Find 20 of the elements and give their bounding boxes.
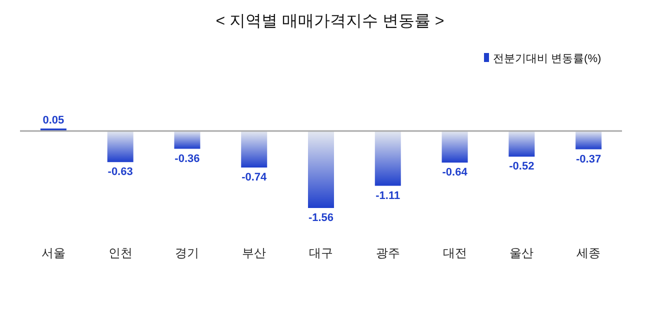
x-tick-label: 울산 <box>510 246 534 260</box>
x-tick-label: 광주 <box>376 246 400 260</box>
data-label: 0.05 <box>42 114 64 127</box>
data-label: -0.64 <box>442 166 468 179</box>
data-label: -0.37 <box>576 153 602 166</box>
x-tick-label: 인천 <box>108 246 132 260</box>
x-tick-label: 세종 <box>576 246 601 260</box>
data-label: -0.36 <box>174 152 200 165</box>
legend-label: 전분기대비 변동률(%) <box>493 53 602 65</box>
x-tick-label: 대전 <box>442 246 467 260</box>
x-tick-label: 부산 <box>242 246 266 260</box>
data-label: -0.74 <box>242 172 268 184</box>
data-label: -1.11 <box>376 190 400 202</box>
x-tick-label: 서울 <box>41 246 66 260</box>
x-tick-label: 경기 <box>175 246 200 260</box>
data-label: -0.52 <box>509 160 534 173</box>
data-label: -1.56 <box>308 212 334 224</box>
x-tick-label: 대구 <box>309 246 333 260</box>
data-label: -0.63 <box>108 166 133 178</box>
chart-title: < 지역별 매매가격지수 변동률 > <box>216 13 444 30</box>
